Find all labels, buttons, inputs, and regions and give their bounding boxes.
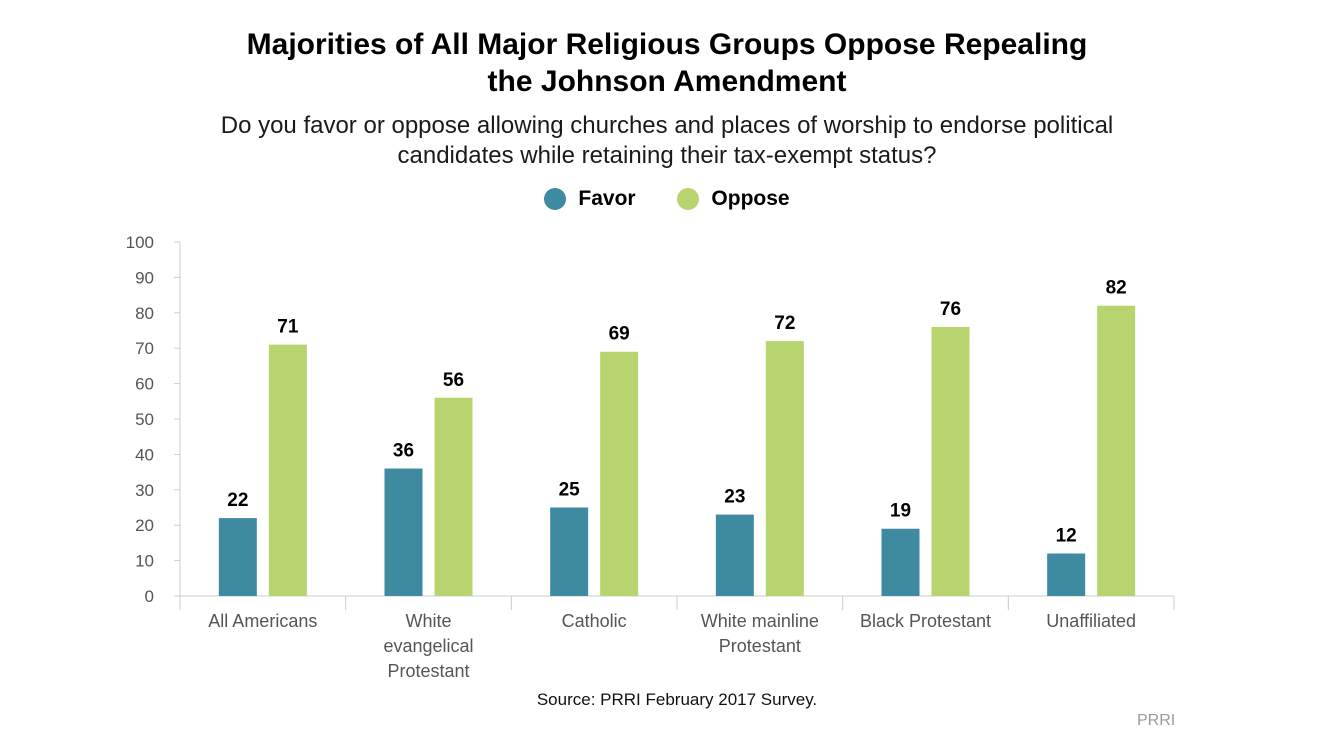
legend-swatch-oppose [677, 188, 700, 210]
x-tick-label: evangelical [383, 636, 473, 656]
bar-favor [550, 507, 589, 596]
bar-oppose [931, 326, 970, 596]
chart-title-line1: Majorities of All Major Religious Groups… [246, 28, 1088, 61]
data-label-favor: 12 [1056, 526, 1077, 547]
x-tick-label: All Americans [208, 611, 317, 631]
x-tick-label: Unaffiliated [1046, 611, 1136, 631]
chart-subtitle-line2: candidates while retaining their tax-exe… [397, 142, 937, 169]
bar-favor [1047, 553, 1086, 596]
bar-oppose [1097, 305, 1136, 596]
source-note: Source: PRRI February 2017 Survey. [536, 690, 818, 709]
x-tick-label: Protestant [719, 636, 801, 656]
x-tick-label: White [405, 611, 451, 631]
y-tick-label: 0 [145, 587, 154, 606]
brand-mark: PRRI [1137, 712, 1176, 729]
legend: Favor Oppose [0, 185, 1334, 218]
chart-subtitle-line1: Do you favor or oppose allowing churches… [220, 112, 1114, 139]
y-tick-label: 40 [135, 445, 154, 464]
y-tick-label: 50 [135, 410, 154, 429]
data-label-oppose: 76 [940, 299, 961, 320]
legend-swatch-favor [544, 188, 567, 210]
x-tick-label: White mainline [701, 611, 819, 631]
bar-oppose [600, 351, 639, 596]
bar-favor [218, 518, 257, 596]
y-tick-label: 20 [135, 516, 154, 535]
x-tick-label: Catholic [562, 611, 627, 631]
x-tick-label: Protestant [387, 661, 469, 681]
data-label-oppose: 56 [443, 370, 464, 391]
data-label-favor: 19 [890, 501, 911, 522]
data-label-favor: 25 [559, 480, 581, 501]
legend-item-favor: Favor [544, 185, 636, 213]
legend-item-oppose: Oppose [677, 185, 790, 213]
y-tick-label: 70 [135, 339, 154, 358]
data-label-favor: 23 [724, 487, 745, 508]
bar-oppose [765, 341, 804, 596]
bar-oppose [268, 344, 307, 596]
x-tick-label: Black Protestant [860, 611, 991, 631]
data-label-favor: 22 [227, 490, 248, 511]
y-tick-label: 90 [135, 268, 154, 287]
y-tick-label: 30 [135, 481, 154, 500]
y-tick-label: 100 [126, 233, 154, 252]
y-tick-label: 10 [135, 552, 154, 571]
data-label-oppose: 82 [1106, 278, 1127, 299]
bar-favor [384, 468, 423, 596]
chart-title-line2: the Johnson Amendment [487, 65, 847, 98]
bar-oppose [434, 397, 473, 596]
bar-favor [715, 514, 754, 596]
data-label-oppose: 72 [774, 313, 795, 334]
legend-label-favor: Favor [578, 187, 636, 210]
y-tick-label: 60 [135, 375, 154, 394]
y-tick-label: 80 [135, 304, 154, 323]
legend-label-oppose: Oppose [711, 187, 790, 210]
data-label-oppose: 71 [277, 317, 299, 338]
bar-favor [881, 528, 920, 596]
data-label-oppose: 69 [609, 324, 630, 345]
data-label-favor: 36 [393, 441, 414, 462]
